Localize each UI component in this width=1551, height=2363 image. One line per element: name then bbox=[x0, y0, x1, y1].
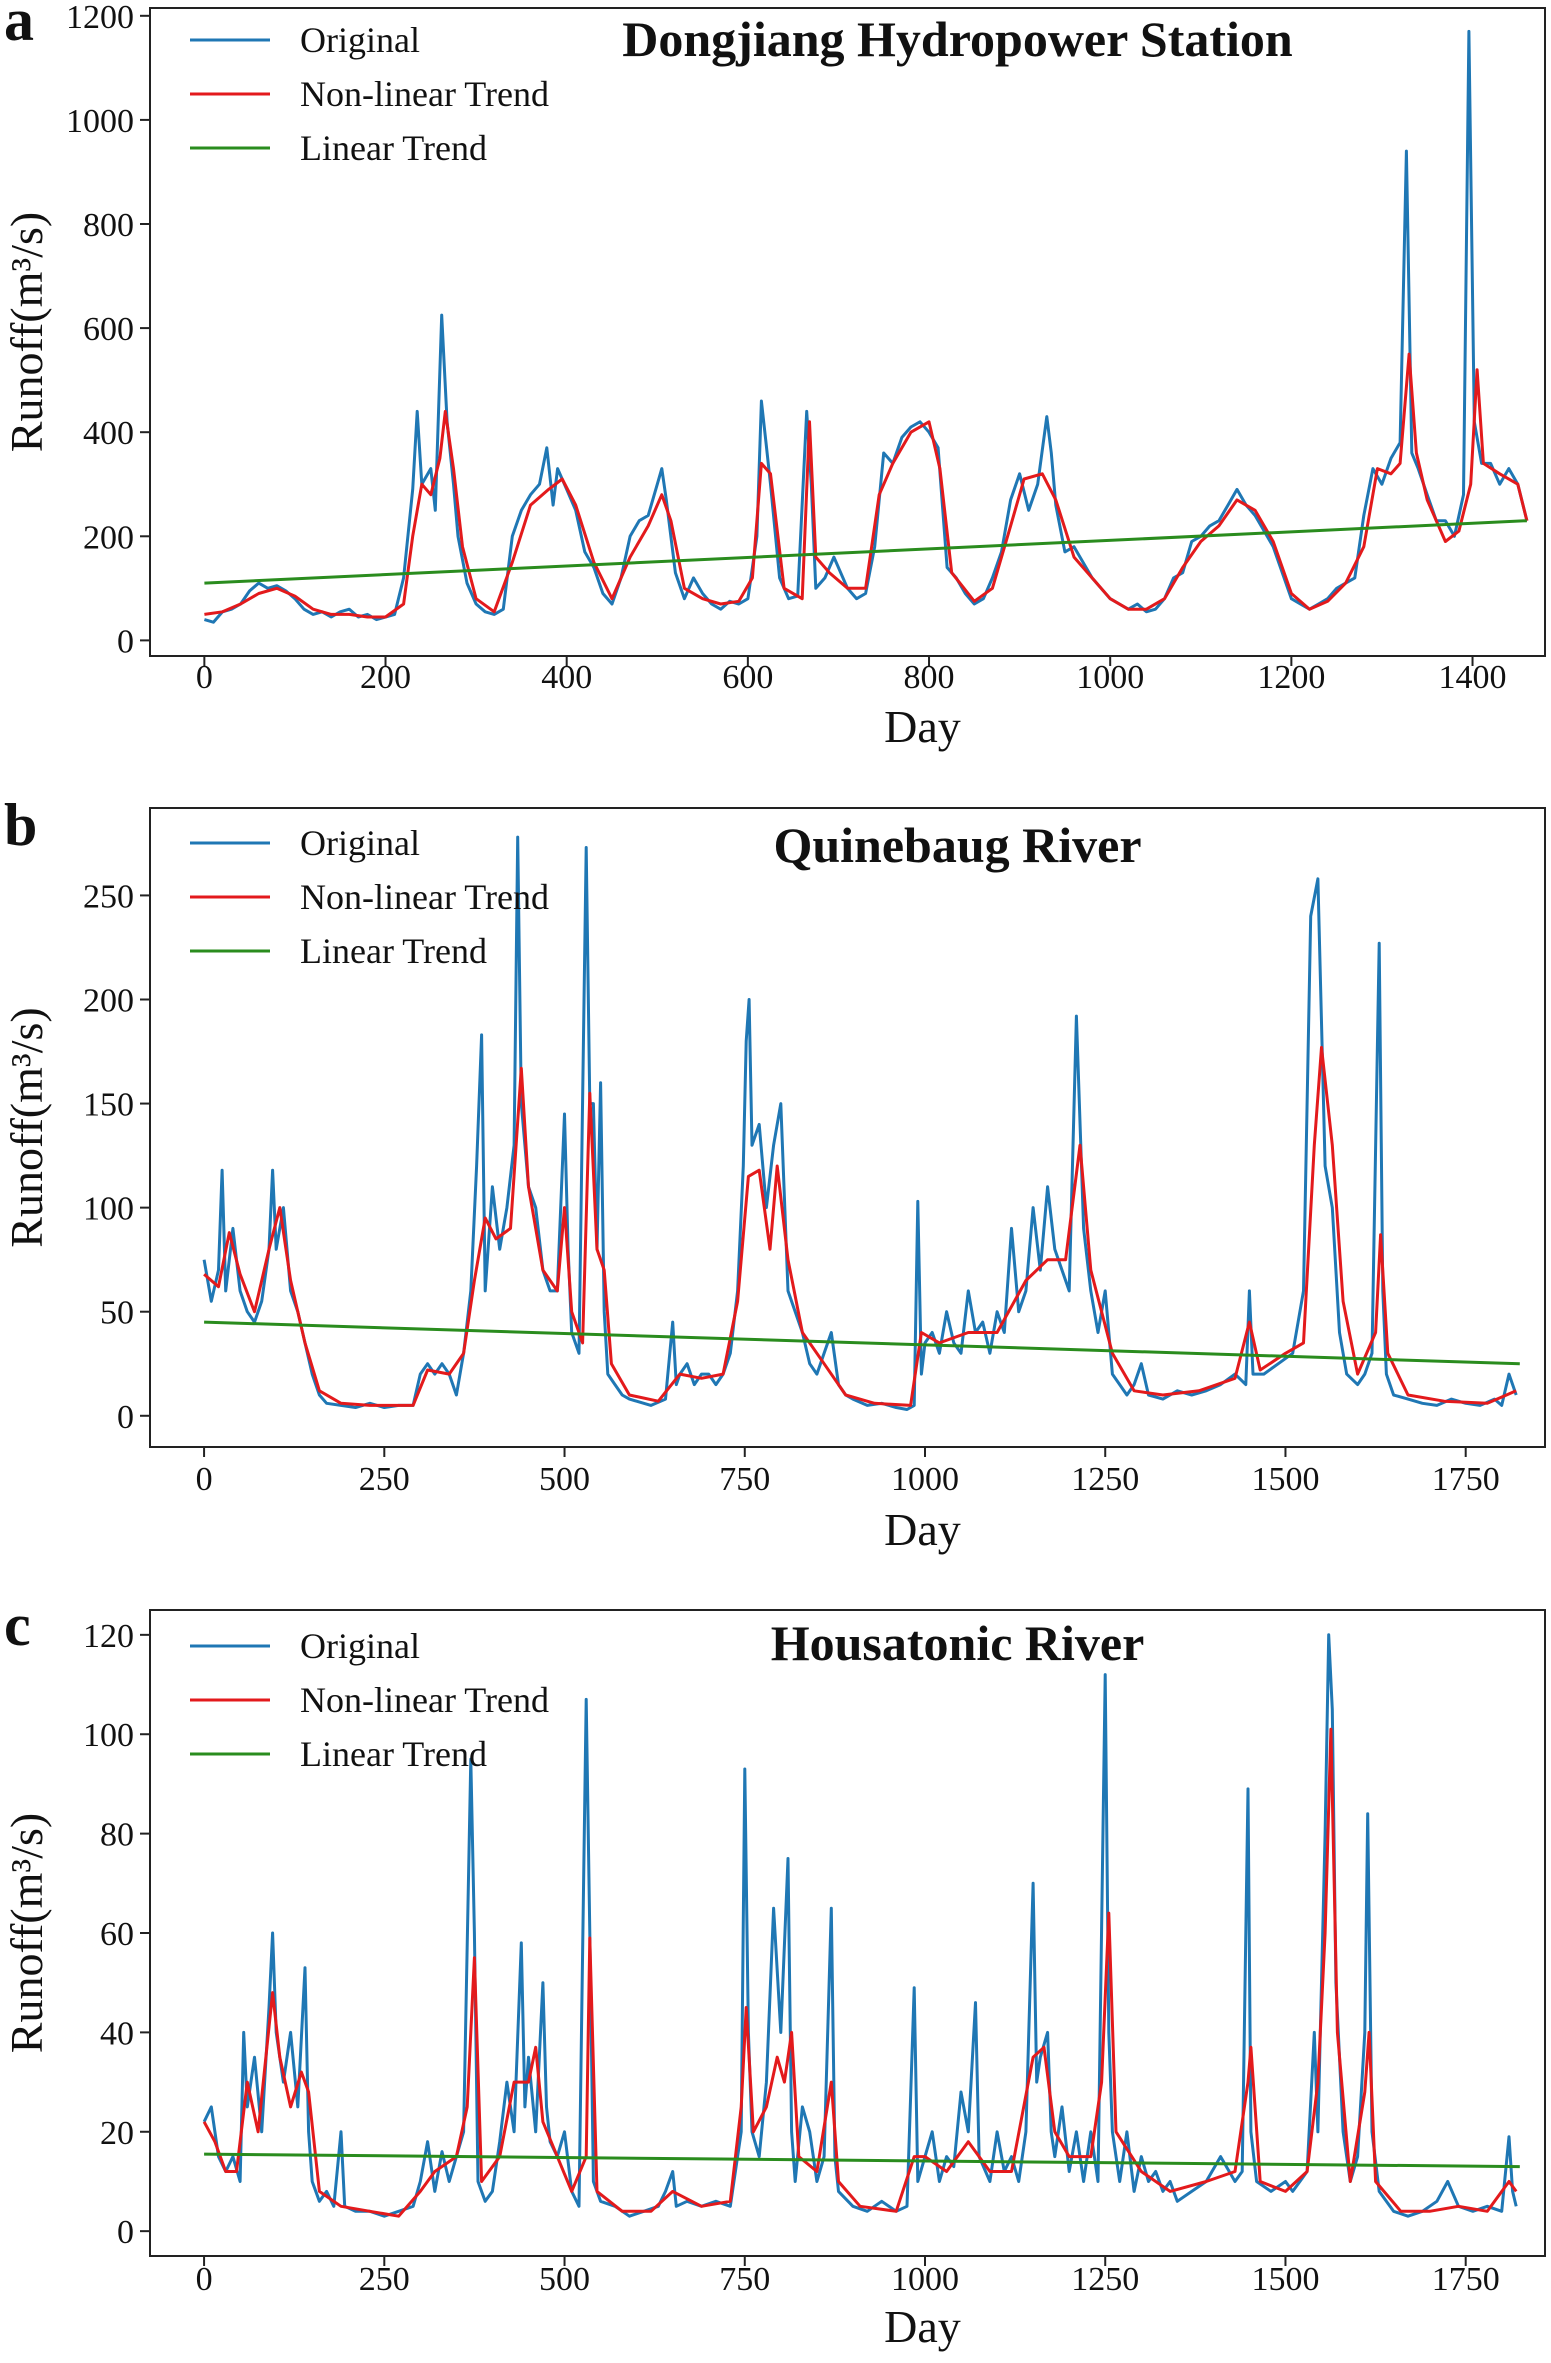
plot-frame bbox=[149, 7, 1546, 657]
series-line-linear-trend bbox=[204, 519, 1527, 585]
y-axis-label: Runoff(m³/s) bbox=[1, 1813, 52, 2053]
x-axis-label: Day bbox=[884, 701, 961, 752]
x-tick-label: 1200 bbox=[1257, 659, 1325, 696]
y-tick-label: 120 bbox=[83, 1618, 134, 1655]
y-tick-label: 800 bbox=[83, 207, 134, 244]
x-axis-label: Day bbox=[884, 1504, 961, 1555]
y-tick-label: 150 bbox=[83, 1087, 134, 1124]
y-axis-label: Runoff(m³/s) bbox=[1, 1007, 52, 1247]
y-tick-label: 600 bbox=[83, 311, 134, 348]
x-tick-label: 0 bbox=[196, 2261, 213, 2298]
x-tick-label: 250 bbox=[359, 1461, 410, 1498]
x-tick-label: 500 bbox=[539, 1461, 590, 1498]
legend-entry: Non-linear Trend bbox=[300, 74, 549, 114]
x-tick-label: 1000 bbox=[1076, 659, 1144, 696]
series-group bbox=[202, 835, 1520, 1411]
x-tick-label: 500 bbox=[539, 2261, 590, 2298]
chart-panel-b: 0 250 500 750 1000 1250 1500 1750 0 50 100 150 200 25… bbox=[1, 792, 1546, 1555]
legend-entry: Non-linear Trend bbox=[300, 1680, 549, 1720]
y-tick-label: 40 bbox=[100, 2015, 134, 2052]
series-line-original bbox=[202, 1633, 1518, 2218]
x-tick-label: 600 bbox=[722, 659, 773, 696]
x-tick-label: 0 bbox=[196, 1461, 213, 1498]
y-tick-label: 20 bbox=[100, 2115, 134, 2152]
series-line-original bbox=[202, 835, 1518, 1411]
x-tick-label: 400 bbox=[541, 659, 592, 696]
chart-title: Housatonic River bbox=[771, 1615, 1145, 1671]
y-tick-label: 400 bbox=[83, 415, 134, 452]
y-tick-label: 100 bbox=[83, 1717, 134, 1754]
chart-title: Quinebaug River bbox=[773, 817, 1141, 873]
x-tick-label: 750 bbox=[719, 2261, 770, 2298]
y-tick-label: 50 bbox=[100, 1295, 134, 1332]
y-tick-label: 0 bbox=[117, 2214, 134, 2251]
x-tick-label: 1750 bbox=[1432, 1461, 1500, 1498]
chart-title: Dongjiang Hydropower Station bbox=[622, 11, 1293, 67]
y-tick-label: 1000 bbox=[66, 103, 134, 140]
y-tick-label: 80 bbox=[100, 1817, 134, 1854]
x-tick-label: 200 bbox=[360, 659, 411, 696]
chart-panel-a: 0 200 400 600 800 1000 1200 1400 0 200 400 600 800 10… bbox=[1, 0, 1546, 752]
y-tick-label: 0 bbox=[117, 623, 134, 660]
series-line-non-linear-trend bbox=[204, 352, 1529, 619]
legend-entry: Original bbox=[300, 20, 420, 60]
x-tick-label: 1500 bbox=[1251, 2261, 1319, 2298]
y-tick-label: 60 bbox=[100, 1916, 134, 1953]
chart-panel-c: 0 250 500 750 1000 1250 1500 1750 0 20 40 60 80 100 12… bbox=[1, 1592, 1546, 2352]
x-tick-label: 1400 bbox=[1439, 659, 1507, 696]
y-tick-label: 100 bbox=[83, 1191, 134, 1228]
x-tick-label: 250 bbox=[359, 2261, 410, 2298]
series-group bbox=[203, 29, 1529, 624]
series-group bbox=[202, 1633, 1520, 2218]
x-tick-label: 0 bbox=[196, 659, 213, 696]
panel-letter: c bbox=[4, 1592, 31, 1658]
series-line-original bbox=[203, 29, 1529, 624]
panel-letter: b bbox=[4, 792, 37, 858]
series-line-linear-trend bbox=[204, 2152, 1520, 2169]
y-tick-label: 1200 bbox=[66, 0, 134, 36]
x-tick-label: 1250 bbox=[1071, 1461, 1139, 1498]
x-tick-label: 750 bbox=[719, 1461, 770, 1498]
plot-frame bbox=[149, 807, 1546, 1448]
x-tick-label: 800 bbox=[904, 659, 955, 696]
legend-entry: Linear Trend bbox=[300, 1734, 487, 1774]
x-tick-label: 1250 bbox=[1071, 2261, 1139, 2298]
x-axis-label: Day bbox=[884, 2301, 961, 2352]
series-line-non-linear-trend bbox=[202, 1727, 1518, 2218]
y-tick-label: 200 bbox=[83, 519, 134, 556]
x-tick-label: 1750 bbox=[1432, 2261, 1500, 2298]
legend-entry: Original bbox=[300, 1626, 420, 1666]
legend-entry: Linear Trend bbox=[300, 128, 487, 168]
x-tick-label: 1000 bbox=[891, 1461, 959, 1498]
panel-letter: a bbox=[4, 0, 34, 53]
x-tick-label: 1000 bbox=[891, 2261, 959, 2298]
series-line-non-linear-trend bbox=[203, 1045, 1517, 1407]
series-line-linear-trend bbox=[204, 1320, 1520, 1366]
legend-entry: Linear Trend bbox=[300, 931, 487, 971]
y-axis-label: Runoff(m³/s) bbox=[1, 212, 52, 452]
x-tick-label: 1500 bbox=[1251, 1461, 1319, 1498]
legend-entry: Original bbox=[300, 823, 420, 863]
y-tick-label: 0 bbox=[117, 1399, 134, 1436]
y-tick-label: 200 bbox=[83, 982, 134, 1019]
y-tick-label: 250 bbox=[83, 878, 134, 915]
legend-entry: Non-linear Trend bbox=[300, 877, 549, 917]
